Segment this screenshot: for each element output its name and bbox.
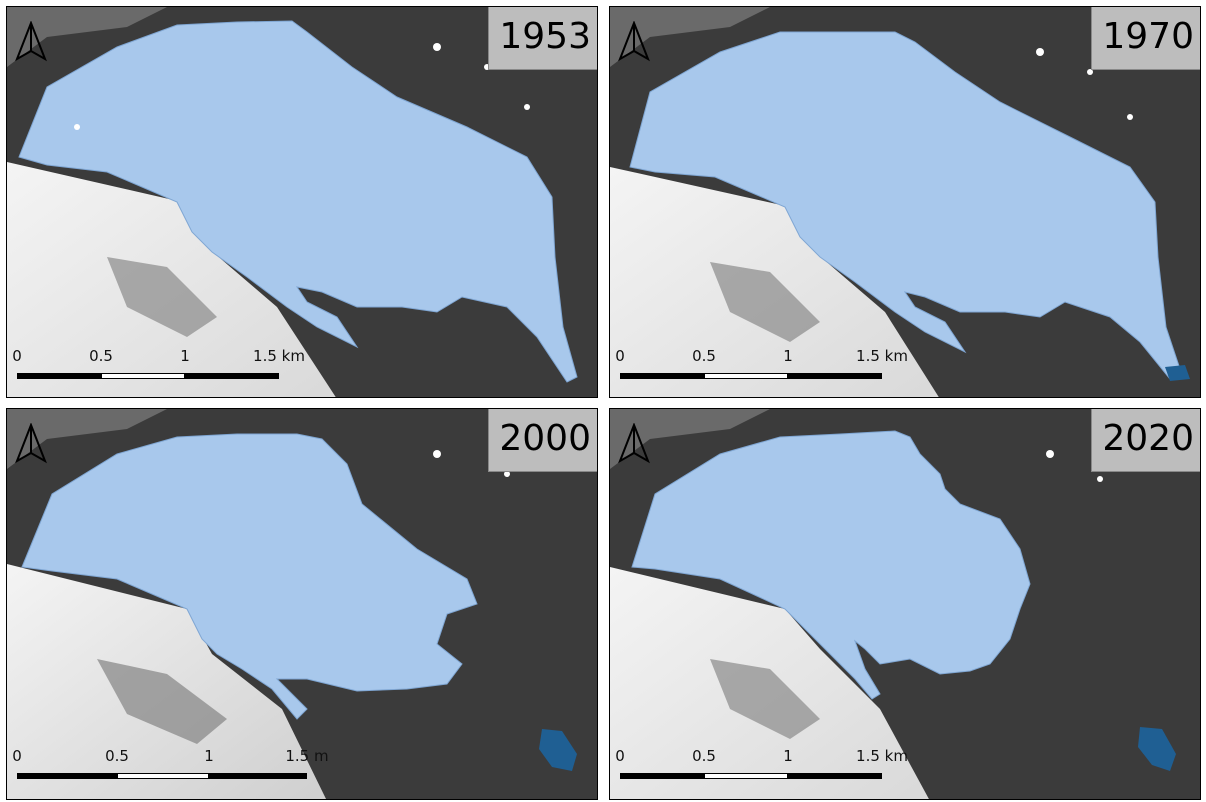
snow-patch — [1036, 48, 1044, 56]
map-panel-2020: 2020 0 0.5 1 1.5 km — [609, 408, 1201, 800]
map-panel-2000: 2000 0 0.5 1 1.5 m — [6, 408, 598, 800]
scale-label-1-5: 1.5 km — [856, 747, 908, 765]
scale-label-1-5: 1.5 km — [253, 347, 305, 365]
map-canvas — [610, 7, 1200, 397]
snow-patch — [433, 450, 441, 458]
map-canvas — [7, 409, 597, 799]
north-arrow-icon — [15, 423, 47, 464]
snow-patch — [433, 43, 441, 51]
scale-label-0-5: 0.5 — [89, 347, 113, 365]
scale-label-0-5: 0.5 — [692, 747, 716, 765]
scale-segment-black — [17, 773, 117, 779]
north-arrow-icon — [618, 21, 650, 62]
proglacial-lake — [539, 729, 577, 771]
year-label: 1953 — [488, 7, 597, 70]
rock-highlight — [7, 409, 167, 469]
scale-bar: 0 0.5 1 1.5 km — [615, 747, 908, 787]
scale-segment-black — [788, 773, 882, 779]
scale-label-0: 0 — [12, 747, 22, 765]
map-canvas — [7, 7, 597, 397]
scale-bar: 0 0.5 1 1.5 m — [12, 747, 329, 787]
crevasse-zone — [710, 262, 820, 342]
crevasse-zone — [710, 659, 820, 739]
scale-label-1-5: 1.5 km — [856, 347, 908, 365]
snow-patch — [1127, 114, 1133, 120]
scale-label-1: 1 — [204, 747, 214, 765]
glacier-extent — [18, 20, 578, 383]
scale-label-1: 1 — [783, 747, 793, 765]
scale-segment-black — [620, 773, 704, 779]
crevasse-zone — [97, 659, 227, 744]
glacier-extent — [629, 31, 1181, 380]
scale-label-1: 1 — [783, 347, 793, 365]
scale-label-0: 0 — [615, 347, 625, 365]
scale-segment-white — [704, 373, 788, 379]
glacier-extent — [21, 433, 478, 720]
map-panel-1970: 1970 0 0.5 1 1.5 km — [609, 6, 1201, 398]
north-arrow-icon — [15, 21, 47, 62]
year-label: 2000 — [488, 409, 597, 472]
scale-label-0-5: 0.5 — [692, 347, 716, 365]
snow-patch — [74, 124, 80, 130]
scale-segment-black — [17, 373, 101, 379]
scale-segment-black — [185, 373, 279, 379]
map-canvas — [610, 409, 1200, 799]
snow-patch — [1097, 476, 1103, 482]
scale-label-1-5: 1.5 m — [285, 747, 329, 765]
scale-label-0: 0 — [615, 747, 625, 765]
snow-patch — [524, 104, 530, 110]
north-arrow-icon — [618, 423, 650, 464]
scale-segment-white — [704, 773, 788, 779]
scale-bar: 0 0.5 1 1.5 km — [12, 347, 305, 387]
map-panel-1953: 1953 0 0.5 1 1.5 km — [6, 6, 598, 398]
proglacial-lake — [1165, 365, 1190, 381]
rock-highlight — [610, 409, 770, 469]
snow-patch — [504, 471, 510, 477]
year-label: 1970 — [1091, 7, 1200, 70]
scale-label-0-5: 0.5 — [105, 747, 129, 765]
scale-bar: 0 0.5 1 1.5 km — [615, 347, 908, 387]
snow-patch — [1046, 450, 1054, 458]
rock-highlight — [610, 7, 770, 67]
rock-highlight — [7, 7, 167, 67]
proglacial-lake — [1138, 727, 1176, 771]
scale-segment-white — [117, 773, 209, 779]
scale-segment-black — [788, 373, 882, 379]
crevasse-zone — [107, 257, 217, 337]
scale-segment-black — [620, 373, 704, 379]
year-label: 2020 — [1091, 409, 1200, 472]
scale-segment-white — [101, 373, 185, 379]
glacier-extent — [631, 430, 1031, 700]
scale-label-1: 1 — [180, 347, 190, 365]
scale-segment-black — [209, 773, 307, 779]
scale-label-0: 0 — [12, 347, 22, 365]
snow-patch — [1087, 69, 1093, 75]
